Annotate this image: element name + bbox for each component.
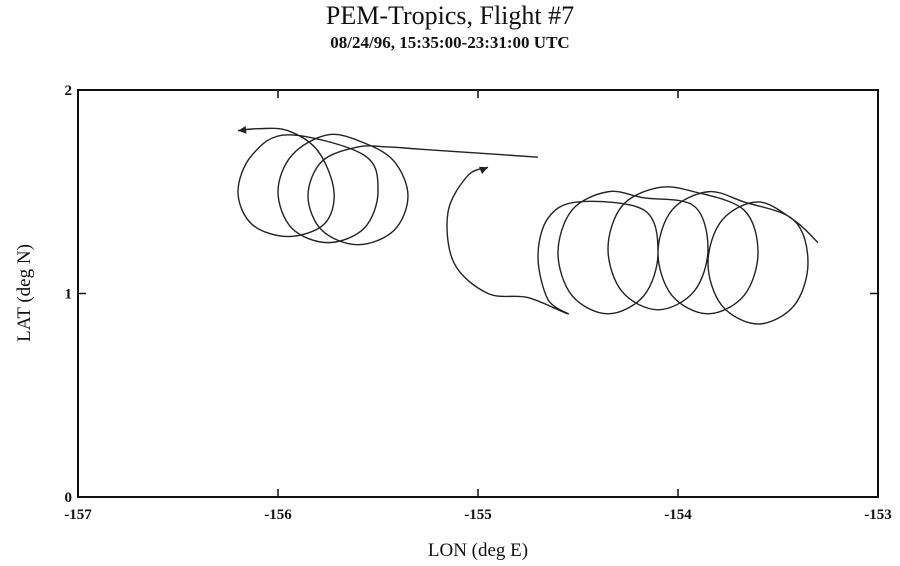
x-axis-label: LON (deg E) — [428, 540, 528, 561]
x-tick-label: -157 — [64, 507, 92, 523]
chart-title: PEM-Tropics, Flight #7 — [326, 1, 574, 30]
x-tick-label: -153 — [864, 507, 892, 523]
y-tick-label: 0 — [65, 490, 73, 506]
y-axis-label: LAT (deg N) — [14, 244, 35, 342]
y-tick-label: 2 — [65, 83, 73, 99]
plot-frame — [77, 89, 879, 498]
x-tick-label: -154 — [664, 507, 692, 523]
y-tick-label: 1 — [65, 287, 73, 303]
x-tick-label: -155 — [464, 507, 492, 523]
chart-subtitle: 08/24/96, 15:35:00-23:31:00 UTC — [330, 33, 569, 52]
flight-track — [237, 127, 819, 325]
x-tick-label: -156 — [264, 507, 292, 523]
